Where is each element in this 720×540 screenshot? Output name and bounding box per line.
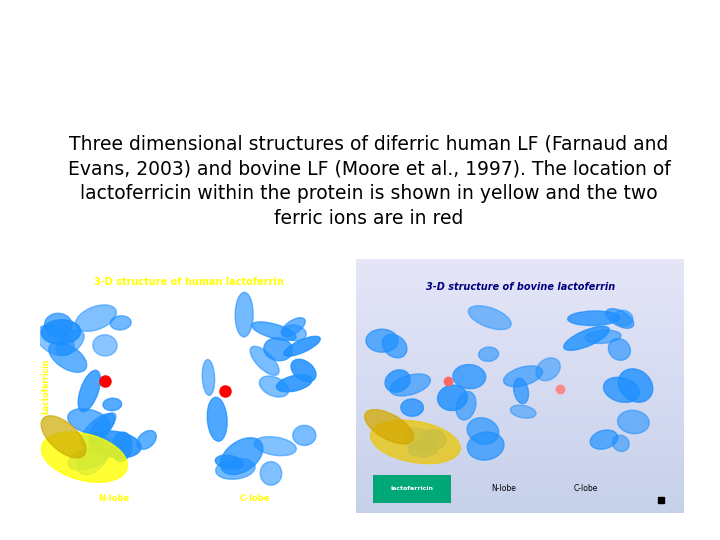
Ellipse shape <box>467 418 499 444</box>
Ellipse shape <box>41 416 86 458</box>
Ellipse shape <box>202 360 215 395</box>
Ellipse shape <box>36 325 74 356</box>
Ellipse shape <box>276 375 312 392</box>
Ellipse shape <box>614 310 633 326</box>
Ellipse shape <box>81 414 114 447</box>
Ellipse shape <box>77 437 111 475</box>
Ellipse shape <box>260 462 282 485</box>
Ellipse shape <box>612 435 629 451</box>
Ellipse shape <box>291 359 316 382</box>
Ellipse shape <box>284 336 320 356</box>
Ellipse shape <box>93 335 117 356</box>
Ellipse shape <box>252 322 296 340</box>
Ellipse shape <box>45 313 72 336</box>
Ellipse shape <box>390 374 431 396</box>
Ellipse shape <box>366 329 398 352</box>
Ellipse shape <box>564 326 609 350</box>
Ellipse shape <box>68 448 108 470</box>
Ellipse shape <box>404 428 434 453</box>
Ellipse shape <box>567 311 620 326</box>
Ellipse shape <box>41 432 127 482</box>
Ellipse shape <box>78 370 100 411</box>
Ellipse shape <box>264 338 293 361</box>
Ellipse shape <box>382 334 407 358</box>
Ellipse shape <box>137 430 156 449</box>
Ellipse shape <box>49 342 86 372</box>
Ellipse shape <box>215 455 243 469</box>
Ellipse shape <box>282 325 306 341</box>
Ellipse shape <box>408 442 438 457</box>
Ellipse shape <box>103 398 122 410</box>
Text: 3-D structure of bovine lactoferrin: 3-D structure of bovine lactoferrin <box>426 282 615 292</box>
Ellipse shape <box>585 330 621 343</box>
Ellipse shape <box>456 392 476 420</box>
Ellipse shape <box>467 432 504 460</box>
Ellipse shape <box>536 358 560 381</box>
Text: 3-D structure of human lactoferrin: 3-D structure of human lactoferrin <box>94 277 284 287</box>
Ellipse shape <box>503 366 543 387</box>
Text: N-lobe: N-lobe <box>491 484 516 494</box>
Ellipse shape <box>250 346 279 375</box>
Ellipse shape <box>220 438 263 475</box>
Ellipse shape <box>453 364 486 389</box>
Ellipse shape <box>608 339 631 360</box>
Ellipse shape <box>513 378 528 403</box>
FancyBboxPatch shape <box>373 475 451 503</box>
Ellipse shape <box>89 431 141 458</box>
Ellipse shape <box>207 397 227 441</box>
Ellipse shape <box>293 426 316 446</box>
Text: Three dimensional structures of diferric human LF (Farnaud and
Evans, 2003) and : Three dimensional structures of diferric… <box>68 134 670 228</box>
Ellipse shape <box>385 370 410 392</box>
Ellipse shape <box>618 410 649 434</box>
Ellipse shape <box>479 347 499 361</box>
Ellipse shape <box>281 318 305 336</box>
Ellipse shape <box>68 409 110 434</box>
Text: N-lobe: N-lobe <box>99 494 130 503</box>
Text: C-lobe: C-lobe <box>574 484 598 494</box>
Ellipse shape <box>438 385 467 410</box>
Ellipse shape <box>235 292 253 337</box>
Ellipse shape <box>606 309 634 328</box>
Ellipse shape <box>618 369 653 402</box>
Ellipse shape <box>364 410 414 444</box>
Ellipse shape <box>371 420 460 464</box>
Ellipse shape <box>468 306 511 329</box>
Ellipse shape <box>510 405 536 418</box>
Ellipse shape <box>110 316 131 330</box>
Ellipse shape <box>56 330 84 355</box>
Ellipse shape <box>603 377 639 402</box>
Text: C-lobe: C-lobe <box>240 494 270 503</box>
Ellipse shape <box>254 437 297 456</box>
Text: Lactoferricin: Lactoferricin <box>41 359 50 414</box>
Ellipse shape <box>76 305 117 332</box>
Text: lactoferricin: lactoferricin <box>390 487 433 491</box>
Ellipse shape <box>421 429 446 449</box>
Ellipse shape <box>259 376 289 397</box>
Ellipse shape <box>41 320 81 345</box>
Ellipse shape <box>89 413 116 441</box>
Ellipse shape <box>401 399 423 416</box>
Ellipse shape <box>216 458 255 480</box>
Ellipse shape <box>112 432 132 462</box>
Ellipse shape <box>590 430 618 449</box>
